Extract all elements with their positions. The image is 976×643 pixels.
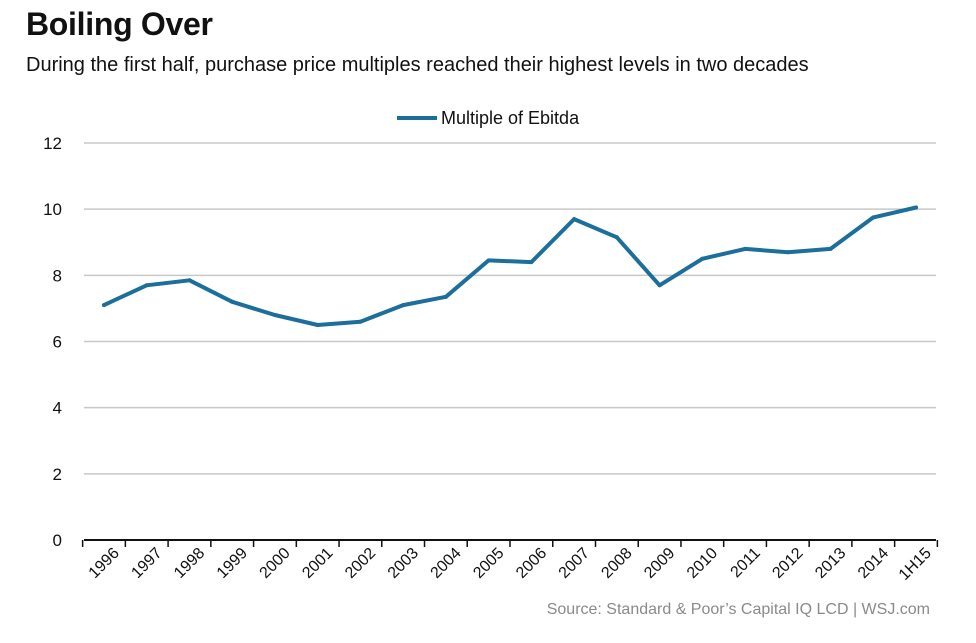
grid-lines [84, 142, 936, 475]
data-point [743, 246, 748, 251]
x-tick-label: 1H15 [896, 545, 935, 584]
x-tick-label: 2007 [556, 545, 593, 582]
x-tick-label: 1999 [214, 545, 251, 582]
x-tick-label: 2010 [684, 545, 721, 582]
data-point [871, 215, 876, 220]
y-tick-label: 6 [53, 333, 62, 352]
x-tick-label: 2011 [728, 545, 764, 581]
chart-title: Boiling Over [26, 6, 213, 42]
series-line [102, 205, 918, 327]
data-point [700, 256, 705, 261]
data-point [102, 303, 106, 308]
chart-subtitle: During the first half, purchase price mu… [26, 54, 809, 76]
y-tick-label: 0 [53, 531, 62, 550]
data-point [230, 299, 235, 304]
source-note: Source: Standard & Poor’s Capital IQ LCD… [546, 601, 930, 618]
data-point [614, 235, 619, 240]
data-point [144, 283, 149, 288]
x-axis: 1996 1997 1998 1999 2000 2001 2002 2003 2004 2005… [81, 539, 939, 584]
y-tick-label: 8 [53, 266, 62, 285]
x-tick-label: 2003 [385, 545, 422, 582]
x-tick-label: 2012 [769, 545, 806, 582]
x-tick-label: 2005 [470, 545, 507, 582]
data-point [785, 250, 790, 255]
data-point [572, 217, 577, 222]
data-point [187, 278, 192, 283]
data-point [529, 260, 534, 265]
data-point [443, 294, 448, 299]
x-tick-label: 1998 [171, 545, 208, 582]
data-point [358, 319, 363, 324]
y-tick-label: 10 [43, 200, 62, 219]
legend-label: Multiple of Ebitda [441, 108, 580, 128]
data-point [914, 205, 918, 210]
x-tick-label: 2014 [855, 545, 892, 582]
x-tick-label: 2004 [428, 545, 465, 582]
y-tick-label: 12 [43, 134, 62, 153]
data-point [486, 258, 491, 263]
x-tick-label: 2002 [342, 545, 379, 582]
x-tick-label: 1997 [128, 545, 165, 582]
data-point [657, 283, 662, 288]
data-point [272, 313, 277, 318]
legend: Multiple of Ebitda [397, 108, 580, 128]
x-tick-label: 2009 [641, 545, 678, 582]
data-point [315, 322, 320, 327]
y-axis-ticks: 0 2 4 6 8 10 12 [43, 134, 62, 550]
x-tick-label: 2006 [513, 545, 550, 582]
x-tick-label: 2008 [598, 545, 635, 582]
series-multiple-of-ebitda [102, 205, 918, 327]
y-tick-label: 4 [53, 399, 62, 418]
data-point [401, 303, 406, 308]
data-point [828, 246, 833, 251]
y-tick-label: 2 [53, 465, 62, 484]
x-tick-label: 2001 [299, 545, 336, 582]
x-tick-label: 2000 [257, 545, 294, 582]
x-tick-label: 2013 [812, 545, 849, 582]
x-tick-label: 1996 [86, 545, 123, 582]
